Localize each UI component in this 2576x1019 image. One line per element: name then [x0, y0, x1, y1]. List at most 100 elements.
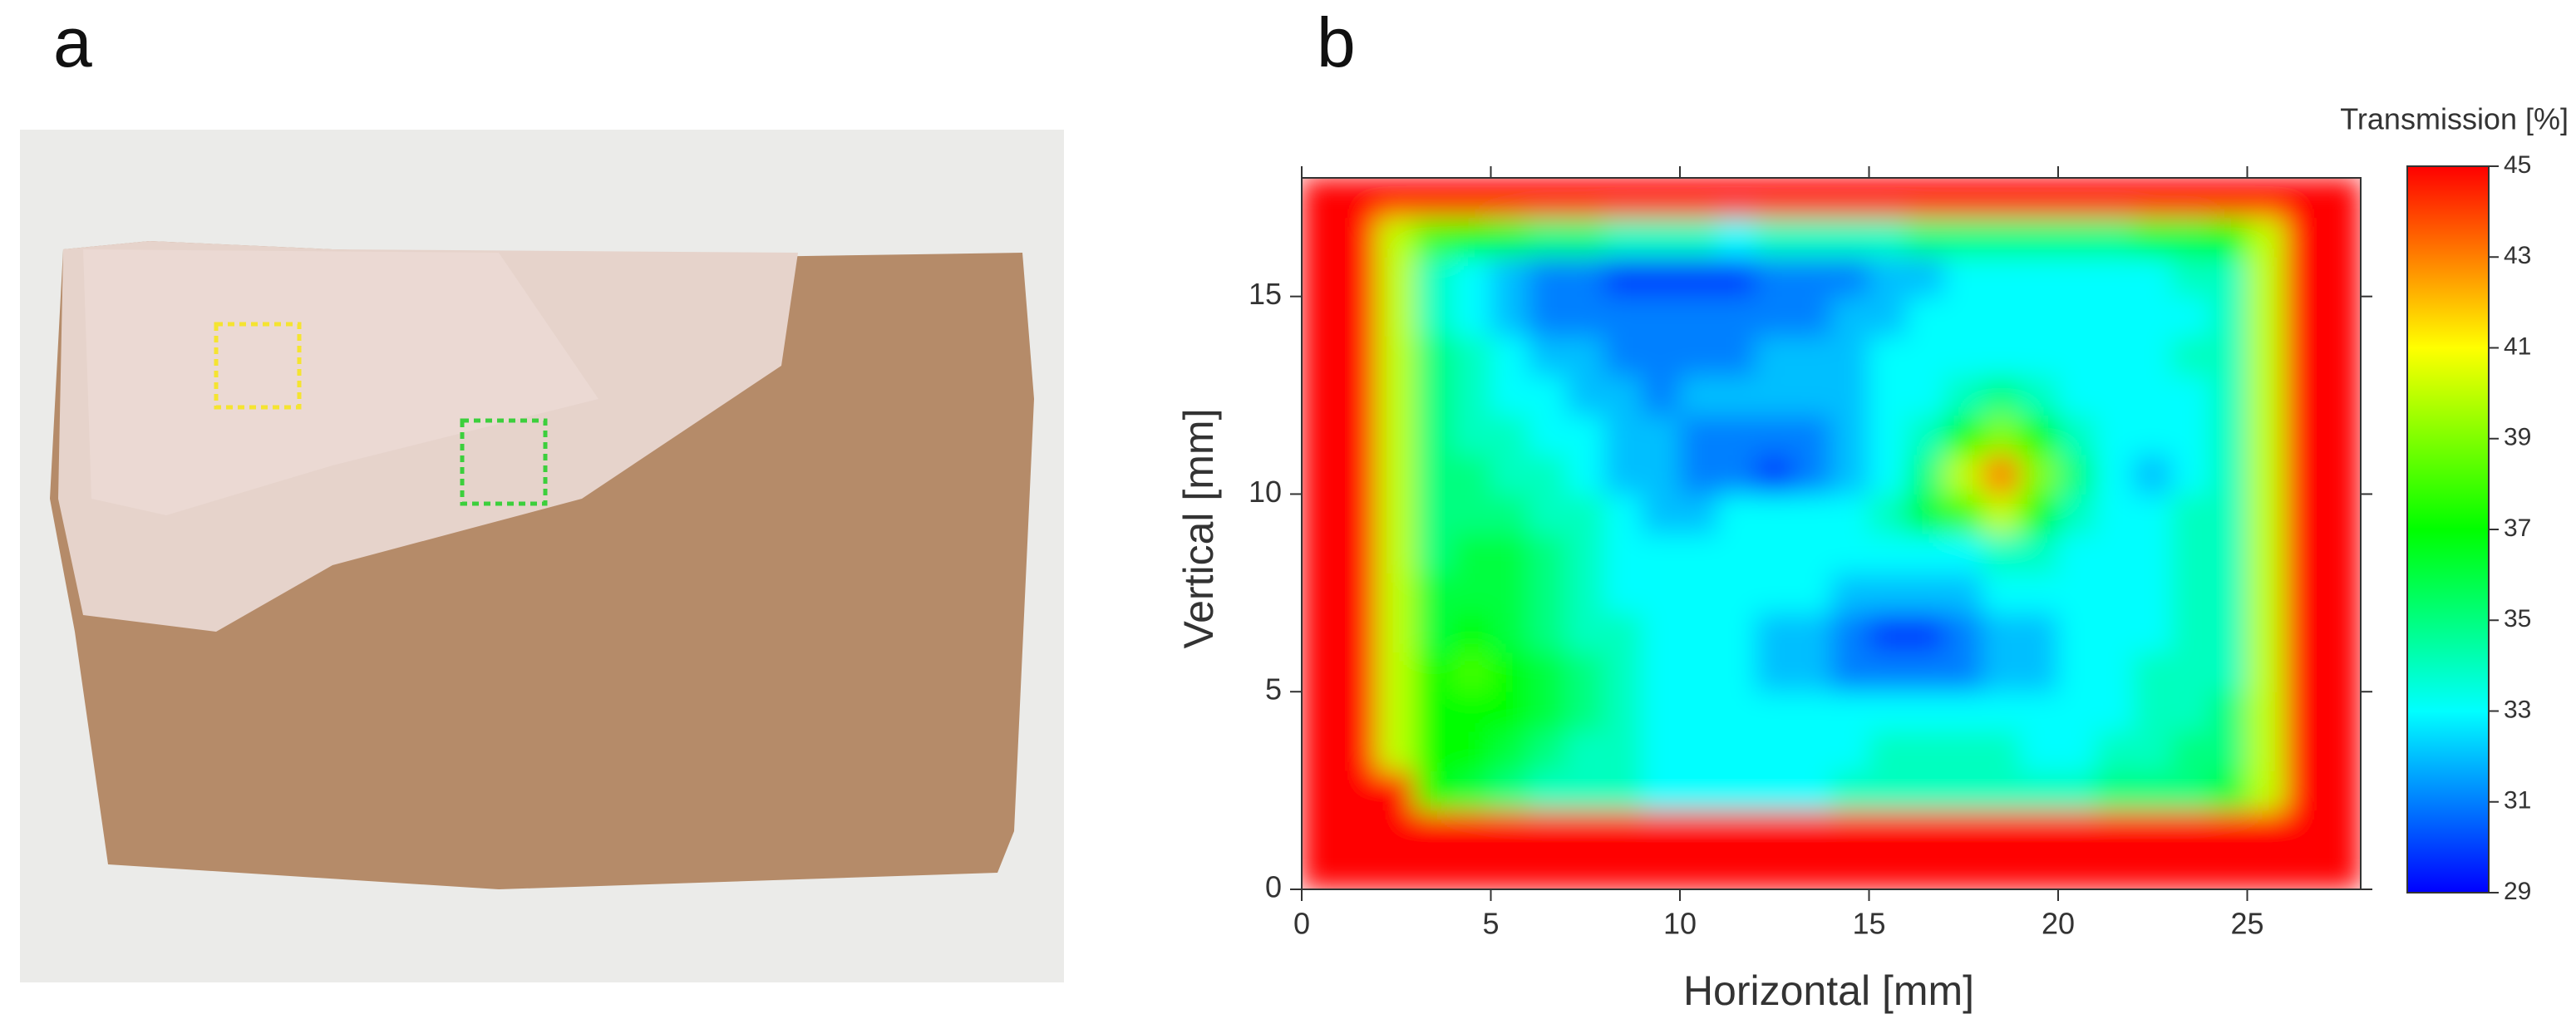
heatmap-cell — [1490, 770, 1529, 811]
heatmap-cell — [1528, 810, 1567, 850]
heatmap-cell — [1566, 612, 1605, 653]
heatmap-cell — [2284, 691, 2323, 732]
heatmap-cell — [1339, 691, 1378, 732]
heatmap-cell — [1869, 612, 1908, 653]
heatmap-cell — [1490, 256, 1529, 298]
heatmap-cell — [1642, 770, 1681, 811]
heatmap-cell — [2171, 731, 2210, 771]
heatmap-cell — [1830, 178, 1869, 219]
heatmap-cell — [2057, 296, 2096, 337]
heatmap-cell — [1982, 573, 2021, 613]
heatmap-cell — [1982, 691, 2021, 732]
heatmap-cell — [2247, 375, 2286, 416]
heatmap-cell — [1755, 770, 1794, 811]
heatmap-cell — [2096, 256, 2135, 298]
heatmap-cell — [1717, 493, 1756, 534]
heatmap-cell — [1528, 375, 1567, 416]
heatmap-cell — [1830, 810, 1869, 850]
heatmap-cell — [1377, 256, 1416, 298]
heatmap-cell — [2020, 612, 2059, 653]
heatmap-cell — [2057, 652, 2096, 692]
heatmap-cell — [1415, 533, 1454, 574]
heatmap-cell — [2284, 770, 2323, 811]
heatmap-cell — [1377, 612, 1416, 653]
heatmap-cell — [1452, 178, 1491, 219]
heatmap-cell — [1377, 849, 1416, 889]
heatmap-cell — [1452, 335, 1491, 377]
heatmap-cell — [1906, 493, 1945, 534]
heatmap-cell — [1679, 849, 1718, 889]
heatmap-cell — [1339, 375, 1378, 416]
heatmap-cell — [1830, 414, 1869, 455]
heatmap-cell — [1679, 612, 1718, 653]
heatmap-cell — [2096, 770, 2135, 811]
heatmap-cell — [1642, 691, 1681, 732]
heatmap-cell — [1869, 533, 1908, 574]
heatmap-cell — [1415, 652, 1454, 692]
heatmap-cell — [1490, 533, 1529, 574]
heatmap-cell — [2020, 335, 2059, 377]
heatmap-cell — [1642, 217, 1681, 258]
heatmap-cell — [2096, 493, 2135, 534]
heatmap-cell — [1452, 573, 1491, 613]
heatmap-cell — [2057, 375, 2096, 416]
heatmap-cell — [1906, 849, 1945, 889]
heatmap-cell — [1452, 414, 1491, 455]
heatmap-cell — [1528, 493, 1567, 534]
heatmap-cell — [1603, 414, 1643, 455]
heatmap-cell — [2020, 770, 2059, 811]
heatmap-cell — [2284, 375, 2323, 416]
heatmap-cell — [1869, 810, 1908, 850]
heatmap-cell — [1906, 454, 1945, 495]
heatmap-cell — [2020, 454, 2059, 495]
heatmap-cell — [1490, 335, 1529, 377]
heatmap-cell — [1944, 849, 1983, 889]
heatmap-cell — [1415, 849, 1454, 889]
heatmap-cell — [2171, 454, 2210, 495]
heatmap-cell — [1642, 178, 1681, 219]
y-tick-label: 0 — [1265, 870, 1282, 904]
heatmap-cell — [2171, 770, 2210, 811]
heatmap-cell — [1869, 573, 1908, 613]
heatmap-cell — [1490, 731, 1529, 771]
heatmap-cell — [1793, 691, 1832, 732]
heatmap-cell — [1679, 652, 1718, 692]
heatmap-cell — [2171, 375, 2210, 416]
colorbar-tick-label: 41 — [2504, 332, 2531, 360]
heatmap-cell — [2322, 335, 2361, 377]
heatmap-cell — [1603, 454, 1643, 495]
heatmap-cell — [1415, 414, 1454, 455]
heatmap-cell — [2133, 770, 2172, 811]
heatmap-cell — [2057, 533, 2096, 574]
heatmap-cell — [1830, 335, 1869, 377]
heatmap-cell — [2096, 533, 2135, 574]
heatmap-cell — [1566, 454, 1605, 495]
heatmap-cell — [1793, 414, 1832, 455]
heatmap-cell — [2247, 573, 2286, 613]
heatmap-cell — [2284, 731, 2323, 771]
heatmap-cell — [2209, 375, 2248, 416]
heatmap-cell — [1452, 691, 1491, 732]
x-tick-label: 10 — [1663, 907, 1697, 941]
heatmap-cell — [1642, 731, 1681, 771]
heatmap-cell — [1944, 296, 1983, 337]
heatmap-cell — [1944, 731, 1983, 771]
heatmap-cell — [2171, 335, 2210, 377]
heatmap-cell — [1566, 178, 1605, 219]
x-tick-label: 25 — [2230, 907, 2263, 941]
heatmap-cell — [1642, 256, 1681, 298]
heatmap-cell — [1717, 691, 1756, 732]
heatmap-cell — [1982, 493, 2021, 534]
heatmap-cell — [1528, 533, 1567, 574]
heatmap-cell — [1302, 335, 1340, 377]
heatmap-cell — [2284, 454, 2323, 495]
heatmap-cell — [1793, 217, 1832, 258]
heatmap-cell — [1717, 296, 1756, 337]
heatmap-cell — [1679, 296, 1718, 337]
heatmap-cell — [1415, 573, 1454, 613]
heatmap-cell — [1415, 493, 1454, 534]
heatmap-cell — [1906, 573, 1945, 613]
heatmap-cell — [2096, 612, 2135, 653]
heatmap-cell — [2247, 810, 2286, 850]
heatmap-cell — [1982, 217, 2021, 258]
